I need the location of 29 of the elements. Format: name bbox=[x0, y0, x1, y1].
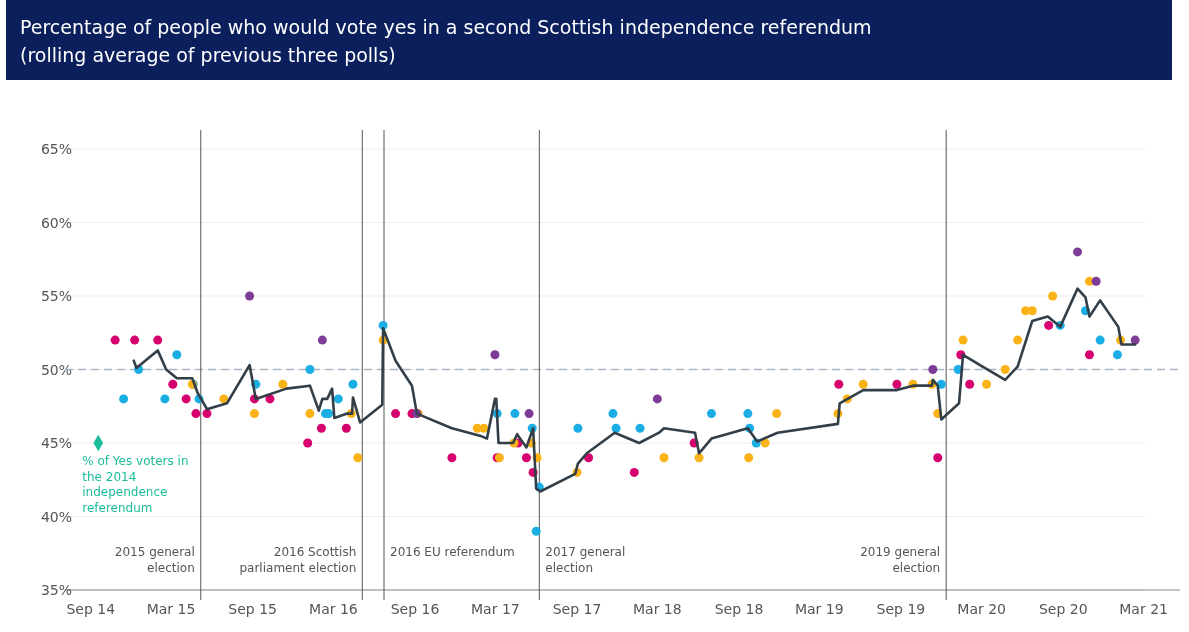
x-tick-label: Mar 19 bbox=[794, 601, 844, 617]
y-tick-label: 60% bbox=[40, 214, 72, 231]
x-tick-label: Sep 14 bbox=[66, 601, 116, 617]
x-tick-label: Sep 15 bbox=[228, 601, 278, 617]
x-tick-label: Sep 20 bbox=[1038, 601, 1088, 617]
x-tick-label: Mar 16 bbox=[309, 601, 358, 617]
x-tick-label: Mar 21 bbox=[1119, 601, 1168, 617]
x-tick-label: Mar 20 bbox=[957, 601, 1007, 617]
y-tick-label: 40% bbox=[40, 508, 72, 525]
x-tick-label: Sep 18 bbox=[714, 601, 764, 617]
annotation: % of Yes voters in the 2014 independence referendum bbox=[82, 454, 189, 515]
y-tick-label: 45% bbox=[40, 435, 72, 451]
ref-line-label: 2016 EU referendum bbox=[390, 545, 515, 559]
x-tick-label: Sep 16 bbox=[390, 601, 440, 617]
x-tick-label: Mar 15 bbox=[146, 601, 196, 617]
y-tick-label: 50% bbox=[40, 361, 72, 378]
chart-subtitle: (rolling average of previous three polls) bbox=[20, 44, 396, 66]
x-tick-label: Sep 19 bbox=[876, 601, 926, 617]
chart-title: Percentage of people who would vote yes in a second Scottish independence referendum bbox=[20, 16, 872, 38]
x-tick-label: Mar 17 bbox=[471, 601, 520, 617]
x-tick-label: Mar 18 bbox=[632, 601, 682, 617]
ref-line-label: 2016 Scottish parliament election bbox=[239, 545, 357, 575]
y-tick-label: 35% bbox=[40, 582, 72, 598]
y-tick-label: 65% bbox=[40, 141, 72, 157]
y-tick-label: 55% bbox=[40, 288, 72, 304]
x-tick-label: Sep 17 bbox=[552, 601, 602, 617]
ref-line-label: 2015 general election bbox=[114, 545, 195, 575]
ref-line-label: 2017 general election bbox=[545, 545, 626, 575]
ref-line-label: 2019 general election bbox=[860, 545, 941, 575]
